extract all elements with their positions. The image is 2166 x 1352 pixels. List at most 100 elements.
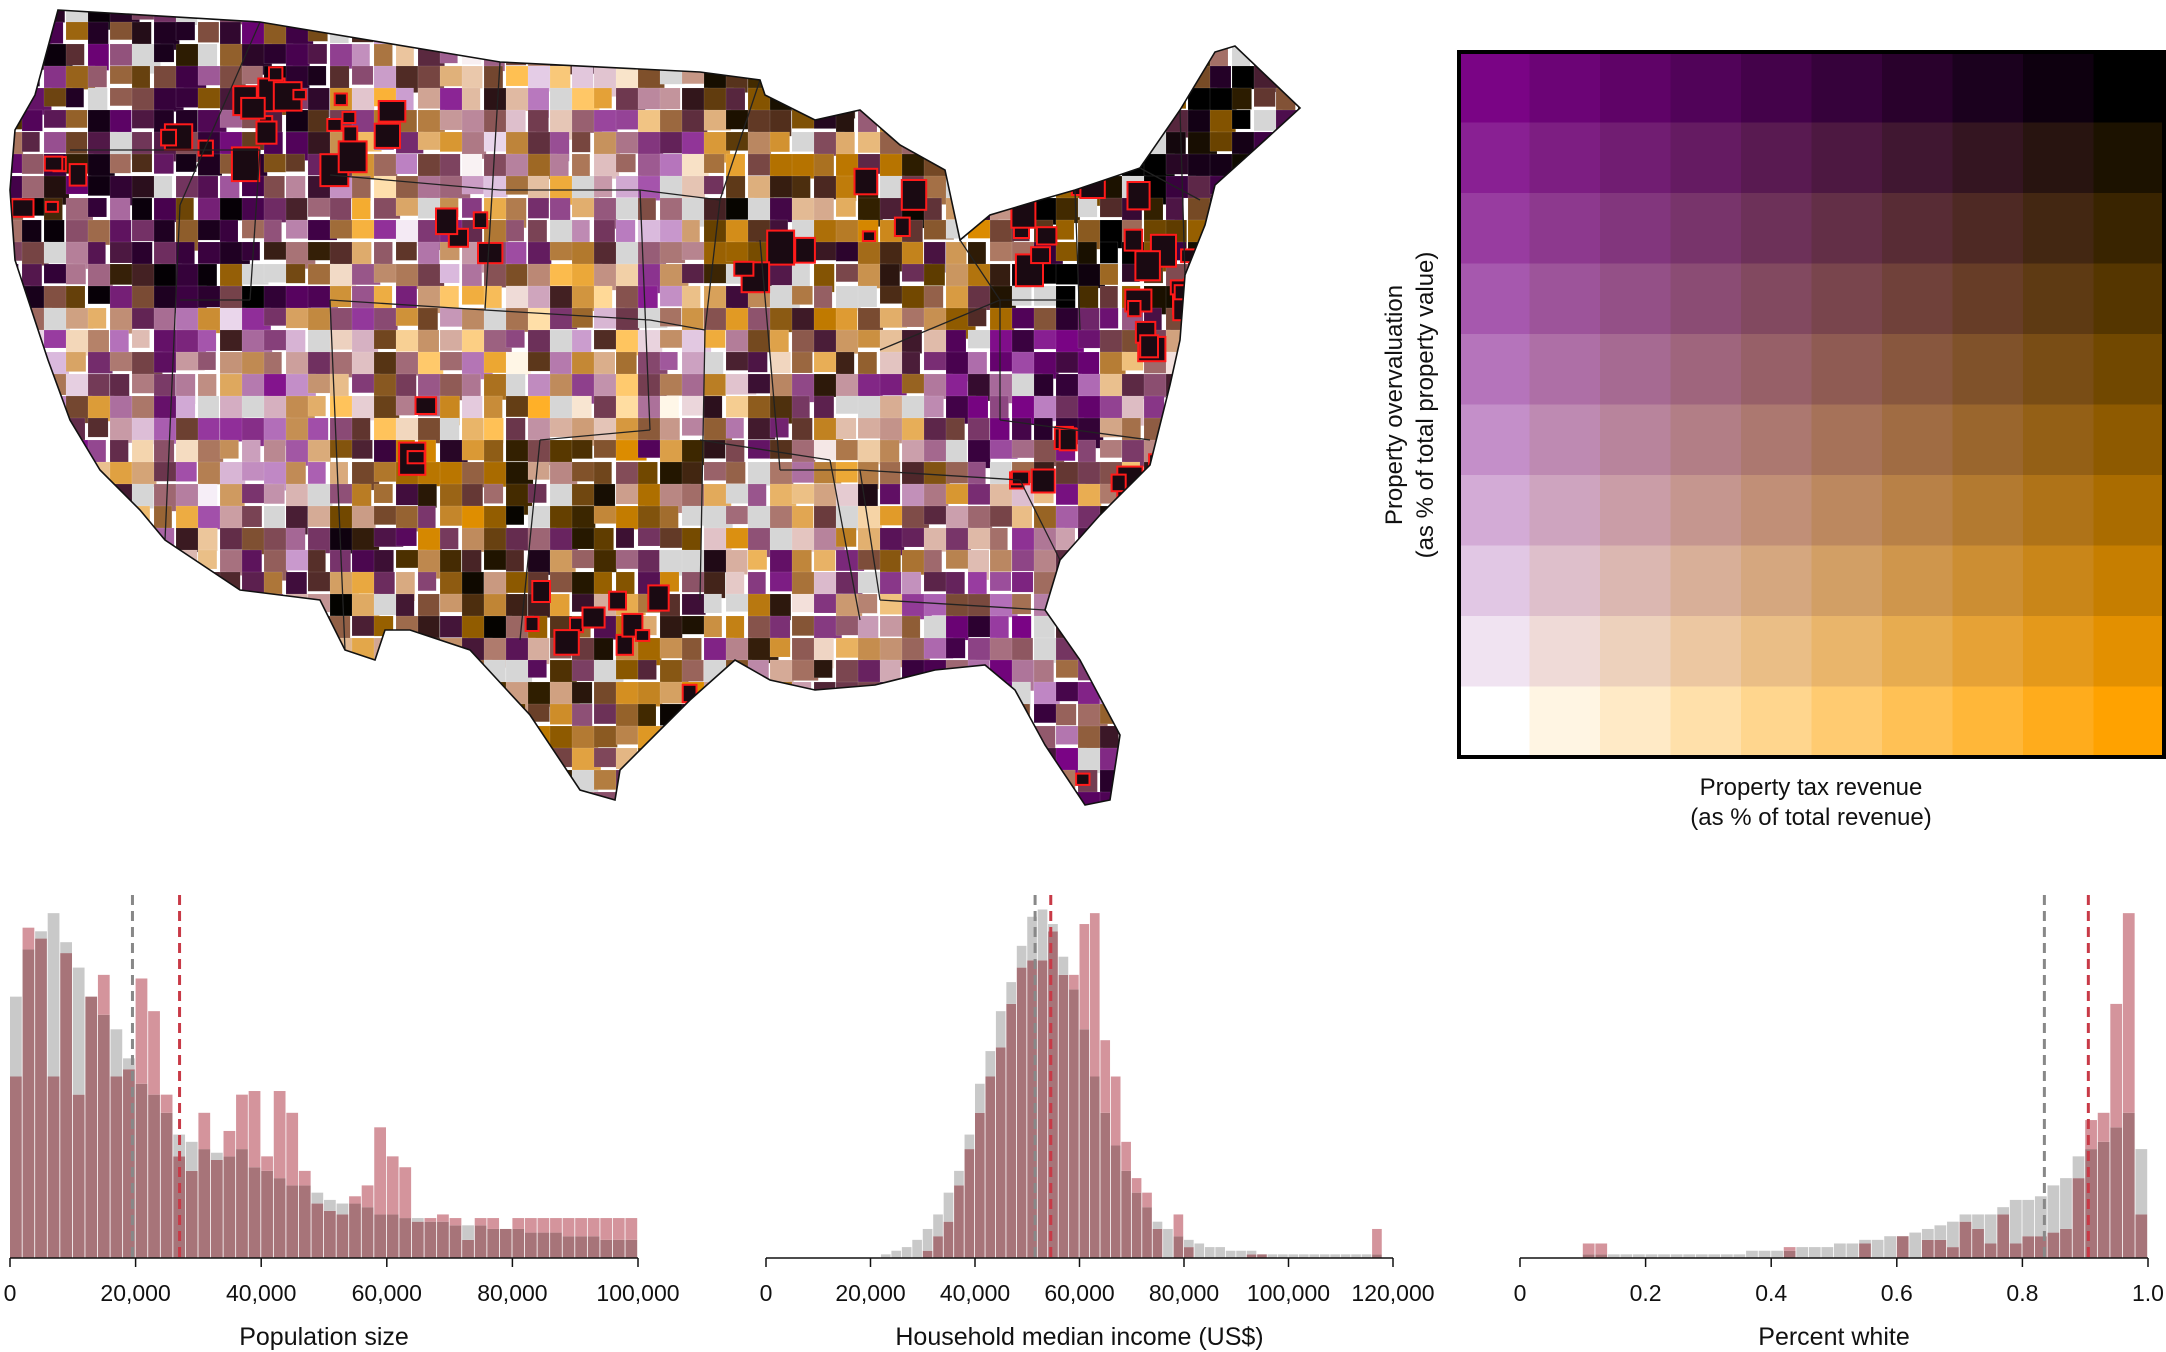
hist-bar-all <box>954 1170 964 1186</box>
county-cell <box>1187 417 1212 442</box>
county-cell <box>681 65 707 84</box>
county-cell <box>65 87 84 108</box>
county-cell <box>1275 395 1300 427</box>
hist-bar-overlap <box>1152 1228 1163 1258</box>
hist-bar-overlap <box>575 1236 587 1258</box>
county-cell <box>571 285 598 312</box>
hist-bar-overlap <box>1921 1239 1934 1258</box>
hist-bar-overlap <box>2009 1243 2022 1258</box>
county-cell <box>1055 593 1077 623</box>
county-cell <box>835 791 861 805</box>
county-cell <box>1143 681 1171 702</box>
county-cell <box>1099 681 1129 705</box>
county-cell <box>923 109 953 129</box>
county-cell <box>21 593 45 619</box>
county-cell <box>615 527 635 549</box>
hist-bar-highlighted <box>512 1218 525 1229</box>
county-cell <box>769 505 793 530</box>
highlighted-county <box>1126 181 1151 211</box>
legend-cell <box>1882 616 1954 688</box>
county-cell <box>857 373 883 400</box>
county-cell <box>1055 285 1076 311</box>
county-cell <box>1187 263 1211 288</box>
hist-bar-highlighted <box>1121 1141 1131 1171</box>
county-cell <box>285 109 309 133</box>
county-cell <box>1253 43 1285 72</box>
county-cell <box>1232 814 1251 838</box>
county-cell <box>307 65 327 86</box>
highlighted-county <box>608 590 627 611</box>
county-cell <box>43 483 66 504</box>
county-cell <box>945 131 966 152</box>
hist-bar-all <box>1236 1250 1246 1258</box>
county-cell <box>681 527 702 554</box>
county-cell <box>945 681 973 706</box>
county-cell <box>637 10 666 24</box>
county-cell <box>1253 549 1280 581</box>
county-cell <box>43 527 65 555</box>
hist-bar-highlighted <box>349 1196 361 1204</box>
county-cell <box>87 219 111 246</box>
county-cell <box>1253 197 1283 222</box>
county-cell <box>1077 395 1102 422</box>
county-cell <box>351 659 371 681</box>
county-cell <box>131 373 156 394</box>
county-cell <box>197 153 223 176</box>
county-cell <box>65 747 90 776</box>
county-cell <box>703 593 722 614</box>
county-cell <box>439 263 460 284</box>
legend-cell <box>1811 475 1883 547</box>
county-cell <box>439 351 466 371</box>
county-cell <box>21 681 47 713</box>
county-cell <box>109 153 131 174</box>
county-cell <box>946 814 970 832</box>
county-cell <box>571 791 597 805</box>
county-cell <box>505 263 528 287</box>
county-cell <box>835 725 863 749</box>
x-tick-label: 0.4 <box>1755 1280 1787 1306</box>
county-cell <box>1099 21 1125 43</box>
county-cell <box>813 703 834 735</box>
county-cell <box>351 681 371 704</box>
county-cell <box>219 483 245 509</box>
county-cell <box>989 791 1019 805</box>
hist-bar-all <box>324 1199 336 1211</box>
county-cell <box>131 461 157 488</box>
county-cell <box>1209 615 1230 641</box>
county-cell <box>571 153 591 178</box>
legend-cell <box>1952 263 2024 335</box>
county-cell <box>351 197 371 220</box>
county-cell <box>1077 21 1098 44</box>
legend-cell <box>1882 334 1954 406</box>
county-cell <box>1231 461 1263 493</box>
county-cell <box>1231 87 1252 110</box>
county-cell <box>1165 461 1194 484</box>
county-cell <box>1099 153 1130 173</box>
county-cell <box>197 329 217 352</box>
county-cell <box>990 814 1014 837</box>
hist-bar-overlap <box>933 1236 943 1258</box>
legend-cell <box>1600 52 1672 124</box>
county-cell <box>1033 703 1057 723</box>
county-cell <box>901 65 933 88</box>
county-cell <box>461 10 490 25</box>
county-cell <box>263 791 292 805</box>
county-cell <box>1275 153 1299 184</box>
county-cell <box>857 351 877 377</box>
county-cell <box>1297 65 1300 90</box>
county-cell <box>1077 681 1101 708</box>
legend-cell <box>1952 193 2024 265</box>
county-cell <box>65 659 92 683</box>
county-cell <box>791 571 818 596</box>
county-cell <box>835 703 864 727</box>
county-cell <box>285 791 307 805</box>
county-cell <box>1033 791 1053 805</box>
hist-bar-all <box>210 1152 223 1160</box>
county-cell <box>615 153 636 173</box>
hist-bar-all <box>2072 1156 2085 1179</box>
county-cell <box>197 791 217 805</box>
highlighted-county <box>1139 334 1159 359</box>
county-cell <box>1165 681 1184 705</box>
county-cell <box>1033 153 1056 179</box>
